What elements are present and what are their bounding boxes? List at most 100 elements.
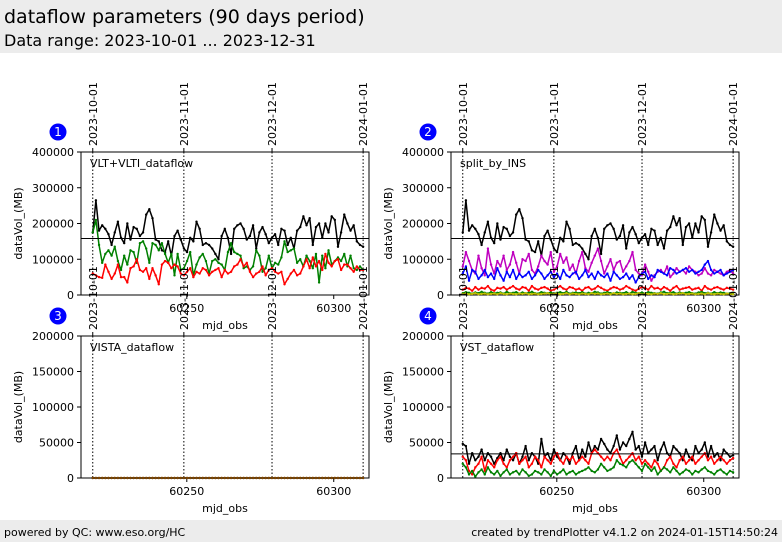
panel-2-xlabel: mjd_obs [572, 319, 618, 332]
panel-4-point-red-79 [709, 455, 713, 458]
panel-1-point-black-46 [236, 224, 239, 227]
panel-2-point-magenta-51 [621, 270, 625, 273]
panel-4-point-green-75 [697, 471, 700, 474]
panel-2-point-blue-56 [637, 275, 641, 279]
panel-2-point-black-55 [634, 233, 637, 236]
panel-2-point-red-83 [722, 288, 725, 291]
panel-4-point-green-35 [571, 469, 574, 473]
panel-4-point-black-7 [483, 459, 486, 462]
panel-2-point-red-45 [603, 288, 606, 291]
panel-2-point-yellow-59 [647, 292, 650, 296]
panel-2-point-green-64 [662, 290, 666, 293]
panel-4-point-green-37 [577, 471, 581, 474]
panel-2-point-red-69 [678, 288, 681, 291]
panel-2-point-red-21 [527, 289, 530, 292]
panel-4-point-red-60 [650, 466, 653, 469]
panel-4-point-black-19 [521, 455, 524, 458]
panel-1-point-green-33 [195, 263, 198, 266]
panel-4-point-green-83 [722, 471, 725, 474]
panel-2-point-red-24 [537, 288, 540, 291]
panel-2-point-blue-21 [527, 270, 530, 273]
panel-4-point-green-48 [612, 466, 615, 469]
panel-2-ylabel: dataVol_(MB) [382, 187, 395, 259]
panel-2-point-black-61 [653, 229, 656, 232]
panel-1-ylabel: dataVol_(MB) [12, 187, 25, 259]
panel-2-point-yellow-40 [587, 293, 590, 296]
panel-4-point-green-86 [731, 471, 735, 474]
panel-2-point-yellow-65 [665, 292, 669, 296]
panel-4-point-red-75 [697, 459, 700, 462]
panel-2-point-magenta-47 [609, 258, 612, 261]
panel-2-point-magenta-77 [703, 266, 707, 270]
panel-2-point-blue-42 [593, 277, 596, 281]
panel-2-point-red-20 [524, 286, 527, 290]
panel-1-point-green-11 [126, 263, 129, 266]
panel-2-point-blue-11 [496, 266, 499, 270]
panel-2-point-blue-25 [540, 272, 543, 275]
panel-2-point-black-6 [480, 243, 483, 247]
panel-1-point-black-29 [182, 247, 186, 250]
panel-1-point-black-17 [144, 213, 148, 216]
panel-2-point-yellow-49 [615, 292, 619, 296]
panel-2-point-red-67 [672, 286, 675, 290]
panel-3-ylabel: dataVol_(MB) [12, 371, 25, 443]
panel-2-point-blue-9 [489, 272, 493, 275]
panel-4-point-red-36 [574, 462, 578, 465]
panel-1-point-red-21 [157, 283, 160, 286]
panel-1-point-green-31 [189, 250, 192, 254]
panel-2-point-black-71 [684, 225, 688, 229]
panel-3-ytick-label-0: 0 [67, 472, 74, 485]
panel-1-point-green-7 [113, 245, 116, 248]
panel-4-point-green-61 [653, 466, 656, 469]
panel-2-point-yellow-82 [719, 292, 722, 296]
panel-4-ytick-label-3: 150000 [402, 366, 444, 379]
panel-2-point-red-29 [552, 288, 556, 291]
panel-2-point-black-35 [571, 243, 574, 247]
panel-2-point-yellow-38 [581, 292, 584, 295]
panel-2-point-red-64 [662, 285, 666, 289]
panel-1-point-red-35 [201, 266, 204, 270]
panel-2-point-red-61 [653, 287, 656, 290]
panel-2-point-green-57 [640, 291, 644, 294]
panel-2-point-magenta-50 [618, 259, 622, 263]
panel-2-point-black-33 [565, 220, 568, 223]
panel-1-ytick-label-2: 200000 [32, 218, 74, 231]
panel-1-point-red-14 [135, 258, 138, 261]
panel-2-point-yellow-66 [669, 292, 672, 295]
panel-4-point-black-61 [653, 444, 656, 448]
panel-1-point-red-52 [255, 272, 258, 275]
panel-2-point-blue-19 [521, 275, 524, 279]
panel-2-point-yellow-71 [684, 293, 688, 296]
panel-2-point-blue-40 [587, 275, 590, 279]
panel-2-point-red-32 [562, 287, 565, 290]
panel-2-point-yellow-86 [731, 293, 735, 296]
panel-2-point-blue-14 [505, 270, 508, 273]
panel-2-point-blue-32 [562, 268, 565, 272]
panel-1-xlabel: mjd_obs [202, 319, 248, 332]
panel-2-point-black-46 [606, 224, 609, 227]
panel-2-point-magenta-39 [584, 266, 587, 270]
panel-1-point-green-20 [154, 243, 157, 247]
panel-4-point-black-29 [552, 448, 556, 451]
panel-4-point-black-6 [480, 448, 483, 451]
panel-2-point-blue-67 [672, 268, 675, 272]
panel-1-point-black-76 [330, 215, 333, 218]
panel-2-point-green-80 [713, 290, 716, 294]
panel-2-point-blue-68 [675, 272, 678, 275]
panel-2-ytick-label-2: 200000 [402, 218, 444, 231]
panel-4-point-green-69 [678, 473, 681, 476]
panel-4-point-green-62 [656, 473, 659, 476]
panel-2-point-magenta-10 [492, 272, 496, 275]
panel-2-point-yellow-35 [571, 292, 574, 295]
panel-2-point-yellow-81 [716, 292, 719, 295]
panel-1-point-green-53 [258, 254, 261, 257]
panel-4-point-green-30 [555, 473, 559, 476]
panel-1-point-green-58 [273, 261, 277, 265]
panel-2-point-magenta-5 [477, 254, 480, 257]
panel-2-point-red-33 [565, 288, 568, 291]
panel-2-point-yellow-19 [521, 292, 524, 296]
panel-1-point-green-18 [148, 261, 151, 265]
panel-2-point-red-63 [659, 288, 663, 291]
panel-1-point-red-58 [273, 270, 277, 273]
panel-2-point-yellow-3 [470, 292, 474, 296]
